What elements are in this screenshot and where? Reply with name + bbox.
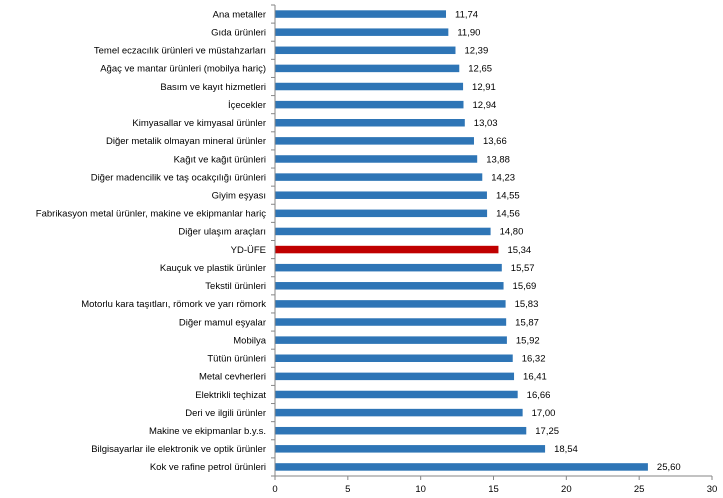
bar [275, 155, 478, 163]
category-label: Gıda ürünleri [211, 27, 266, 38]
value-label: 16,66 [527, 390, 551, 401]
value-label: 15,92 [516, 335, 540, 346]
category-label: Makine ve ekipmanlar b.y.s. [149, 426, 266, 437]
bar [275, 137, 474, 145]
bar [275, 191, 487, 199]
category-label: Kauçuk ve plastik ürünler [160, 263, 266, 274]
value-label: 12,94 [472, 100, 496, 111]
category-label: Diğer mamul eşyalar [179, 317, 266, 328]
bar [275, 10, 447, 18]
category-label: Mobilya [233, 335, 266, 346]
value-label: 13,03 [474, 118, 498, 129]
bar [275, 227, 491, 236]
value-label: 16,41 [523, 372, 547, 383]
category-label: Motorlu kara taşıtları, römork ve yarı r… [81, 299, 266, 310]
value-label: 13,66 [483, 136, 507, 147]
bar [275, 209, 488, 218]
category-label: Diğer metalik olmayan mineral ürünler [106, 136, 266, 147]
x-tick-label: 20 [561, 484, 572, 495]
category-label: Tekstil ürünleri [205, 281, 266, 292]
bar [275, 64, 460, 73]
x-tick-label: 30 [707, 484, 718, 495]
bar [275, 445, 546, 453]
category-label: Diğer ulaşım araçları [178, 227, 266, 238]
value-label: 14,55 [496, 191, 520, 202]
category-label: Bilgisayarlar ile elektronik ve optik ür… [91, 444, 266, 455]
bar [275, 28, 449, 36]
bars-group: Ana metaller 11,74 Gıda ürünleri 11,90 Temel… [36, 9, 681, 473]
value-label: 14,56 [496, 209, 520, 220]
category-label: Diğer madencilik ve taş ocakçılığı ürünl… [91, 172, 266, 183]
x-tick-label: 10 [415, 484, 426, 495]
bar [275, 263, 502, 272]
bar [275, 426, 527, 435]
category-label: Kimyasallar ve kimyasal ürünler [132, 118, 266, 129]
x-tick-label: 15 [488, 484, 499, 495]
bar [275, 408, 523, 417]
category-label: Tütün ürünleri [207, 354, 266, 365]
category-label: YD-ÜFE [231, 245, 266, 256]
value-label: 11,90 [457, 27, 480, 38]
bar [275, 300, 506, 308]
value-label: 14,23 [491, 172, 515, 183]
value-label: 12,39 [464, 46, 488, 57]
bar [275, 463, 648, 471]
value-label: 11,74 [455, 9, 478, 20]
bar [275, 245, 499, 254]
value-label: 12,91 [472, 82, 496, 93]
value-label: 15,87 [515, 317, 539, 328]
category-label: Metal cevherleri [199, 372, 266, 383]
x-tick-label: 0 [272, 484, 277, 495]
bar [275, 318, 507, 326]
bar [275, 82, 464, 91]
category-label: Ağaç ve mantar ürünleri (mobilya hariç) [100, 64, 266, 75]
bar [275, 173, 483, 181]
category-label: Kok ve rafine petrol ürünleri [150, 462, 266, 473]
value-label: 17,25 [535, 426, 559, 437]
bar [275, 100, 464, 109]
value-label: 16,32 [522, 354, 546, 365]
value-label: 25,60 [657, 462, 681, 473]
bar [275, 336, 507, 344]
bar [275, 282, 504, 290]
value-label: 15,69 [513, 281, 537, 292]
category-label: Kağıt ve kağıt ürünleri [174, 154, 266, 165]
bar [275, 46, 456, 55]
category-label: Temel eczacılık ürünleri ve müstahzarlar… [94, 46, 266, 57]
axes-group: 0 5 10 15 20 25 30 [271, 4, 718, 495]
value-label: 15,34 [507, 245, 531, 256]
category-label: Giyim eşyası [212, 191, 266, 202]
bar [275, 119, 465, 127]
bar [275, 390, 518, 399]
value-label: 18,54 [554, 444, 578, 455]
category-label: İçecekler [228, 100, 266, 111]
value-label: 15,57 [511, 263, 535, 274]
value-label: 17,00 [532, 408, 556, 419]
category-label: Ana metaller [213, 9, 266, 20]
value-label: 13,88 [486, 154, 510, 165]
category-label: Basım ve kayıt hizmetleri [160, 82, 266, 93]
bar [275, 372, 515, 381]
category-label: Elektrikli teçhizat [195, 390, 266, 401]
value-label: 12,65 [468, 64, 492, 75]
bar [275, 354, 513, 362]
x-tick-label: 25 [634, 484, 645, 495]
value-label: 14,80 [500, 227, 524, 238]
value-label: 15,83 [515, 299, 539, 310]
x-tick-label: 5 [345, 484, 350, 495]
category-label: Deri ve ilgili ürünler [185, 408, 266, 419]
category-label: Fabrikasyon metal ürünler, makine ve eki… [36, 209, 266, 220]
